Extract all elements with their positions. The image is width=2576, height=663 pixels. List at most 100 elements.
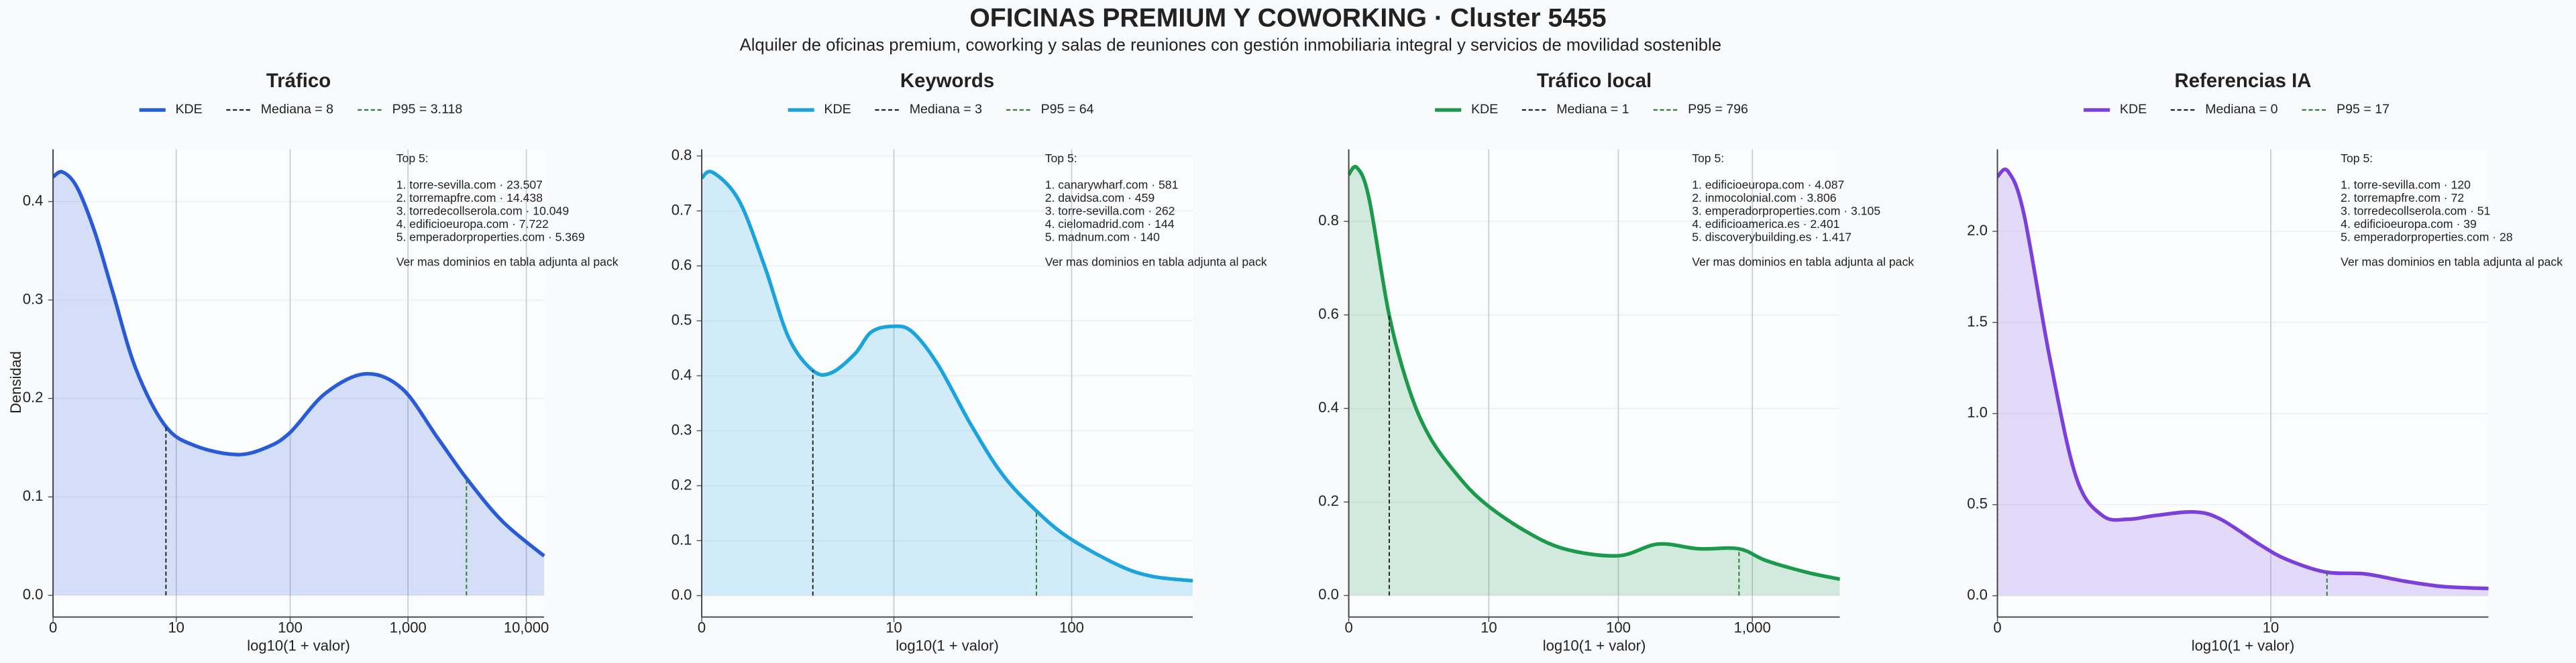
annotation-item: 3. torredecollserola.com · 51 [2341,204,2490,217]
annotation-item: 2. torremapfre.com · 72 [2341,191,2464,204]
x-tick-label: 1,000 [390,619,427,636]
legend-label: Mediana = 8 [261,102,333,117]
annotation-footer: Ver mas dominios en tabla adjunta al pac… [1045,255,1267,268]
x-tick-label: 0 [698,619,706,636]
y-axis-label: Densidad [7,351,24,414]
legend-label: KDE [1471,102,1498,117]
plot-area [53,149,545,617]
x-axis-label: log10(1 + valor) [247,637,350,654]
annotation-item: 2. torremapfre.com · 14.438 [396,191,543,204]
annotation-item: 3. torredecollserola.com · 10.049 [396,204,569,217]
y-tick-label: 0.6 [1318,306,1339,322]
plot-area [1997,149,2489,617]
annotation-item: 5. emperadorproperties.com · 5.369 [396,231,585,244]
annotation-item: 3. torre-sevilla.com · 262 [1045,204,1175,217]
y-tick-label: 0.5 [672,311,692,328]
annotation-item: 4. edificioeuropa.com · 7.722 [396,217,549,231]
y-tick-label: 0.2 [23,389,44,406]
legend-label: Mediana = 1 [1556,102,1629,117]
x-tick-label: 0 [1993,619,2001,636]
x-tick-label: 1,000 [1734,619,1771,636]
x-tick-label: 100 [1606,619,1631,636]
y-tick-label: 0.4 [23,192,44,208]
annotation-item: 2. inmocolonial.com · 3.806 [1692,191,1837,204]
legend-label: Mediana = 3 [910,102,982,117]
y-tick-label: 0.0 [1967,586,1988,603]
panel-title: Referencias IA [2175,70,2312,92]
annotation-heading: Top 5: [2341,152,2373,165]
x-tick-label: 100 [278,619,303,636]
y-tick-label: 0.4 [1318,399,1339,416]
kde-area [53,172,545,596]
y-tick-label: 0.0 [1318,586,1339,603]
annotation-item: 1. edificioeuropa.com · 4.087 [1692,178,1844,191]
kde-line [52,170,545,558]
x-tick-label: 10 [885,619,902,636]
x-tick-label: 10 [1481,619,1497,636]
y-tick-label: 0.0 [23,586,44,603]
panel-title: Tráfico local [1537,70,1652,92]
legend-label: P95 = 17 [2337,102,2390,117]
y-tick-label: 2.0 [1967,222,1988,239]
annotation-item: 4. edificioamerica.es · 2.401 [1692,217,1839,231]
x-tick-label: 10 [168,619,184,636]
y-tick-label: 0.5 [1967,495,1988,512]
y-tick-label: 0.3 [672,421,692,438]
kde-area [1348,166,1840,596]
y-tick-label: 0.1 [672,531,692,548]
annotation-item: 5. emperadorproperties.com · 28 [2341,231,2513,244]
panel-title: Keywords [900,70,994,92]
x-axis-label: log10(1 + valor) [896,637,999,654]
annotation-footer: Ver mas dominios en tabla adjunta al pac… [1692,255,1914,268]
annotation-item: 3. emperadorproperties.com · 3.105 [1692,204,1880,217]
x-tick-label: 10,000 [504,619,549,636]
kde-line [1996,167,2489,591]
annotation-heading: Top 5: [1045,152,1077,165]
y-tick-label: 0.6 [672,256,692,273]
annotation-heading: Top 5: [1692,152,1724,165]
annotation-item: 1. torre-sevilla.com · 120 [2341,178,2471,191]
x-tick-label: 10 [2263,619,2279,636]
y-tick-label: 0.8 [1318,212,1339,229]
legend-label: P95 = 3.118 [392,102,463,117]
y-tick-label: 1.5 [1967,313,1988,330]
kde-line [1347,164,1841,581]
plot-area [1348,149,1840,617]
annotation-item: 4. edificioeuropa.com · 39 [2341,217,2477,231]
annotation-item: 4. cielomadrid.com · 144 [1045,217,1175,231]
figure-subtitle: Alquiler de oficinas premium, coworking … [740,36,1722,54]
x-axis-label: log10(1 + valor) [1543,637,1646,654]
annotation-item: 2. davidsa.com · 459 [1045,191,1155,204]
x-axis-label: log10(1 + valor) [2192,637,2295,654]
panel-title: Tráfico [266,70,331,92]
y-tick-label: 0.2 [1318,493,1339,509]
annotation-heading: Top 5: [396,152,429,165]
y-tick-label: 0.0 [672,586,692,603]
y-tick-label: 0.8 [672,146,692,163]
x-tick-label: 100 [1059,619,1084,636]
legend-label: KDE [824,102,851,117]
y-tick-label: 0.2 [672,476,692,493]
legend-label: KDE [175,102,202,117]
x-tick-label: 0 [49,619,57,636]
annotation-item: 1. canarywharf.com · 581 [1045,178,1179,191]
figure-title: OFICINAS PREMIUM Y COWORKING · Cluster 5… [969,4,1606,33]
annotation-item: 5. madnum.com · 140 [1045,231,1160,244]
y-tick-label: 0.7 [672,201,692,218]
annotation-item: 1. torre-sevilla.com · 23.507 [396,178,543,191]
y-tick-label: 0.4 [672,366,692,383]
annotation-footer: Ver mas dominios en tabla adjunta al pac… [396,255,619,268]
annotation-footer: Ver mas dominios en tabla adjunta al pac… [2341,255,2563,268]
legend-label: Mediana = 0 [2205,102,2277,117]
y-tick-label: 0.1 [23,487,44,504]
legend-label: P95 = 64 [1041,102,1094,117]
kde-line [700,170,1193,583]
x-tick-label: 0 [1344,619,1352,636]
legend-label: P95 = 796 [1688,102,1748,117]
annotation-item: 5. discoverybuilding.es · 1.417 [1692,231,1851,244]
y-tick-label: 1.0 [1967,404,1988,421]
kde-area [1997,169,2489,596]
y-tick-label: 0.3 [23,290,44,307]
legend-label: KDE [2120,102,2147,117]
